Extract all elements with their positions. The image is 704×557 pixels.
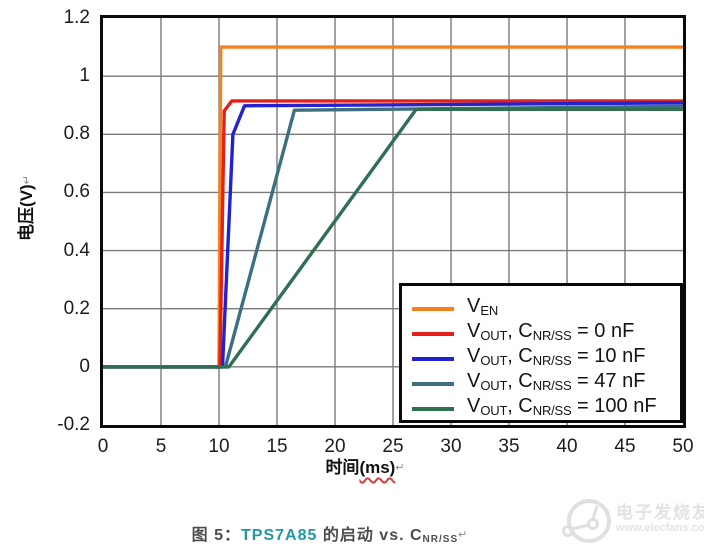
legend-item-0nf: VOUT, CNR/SS = 0 nF [412, 320, 680, 346]
legend-swatch-10nf [412, 356, 454, 361]
legend-swatch-47nf [412, 381, 454, 386]
x-tick-label: 45 [614, 436, 636, 457]
legend-label-100nf: VOUT, CNR/SS = 100 nF [467, 395, 657, 418]
y-tick-label: 1.2 [63, 7, 90, 28]
legend-item-100nf: VOUT, CNR/SS = 100 nF [412, 395, 680, 421]
plot-area: VEN VOUT, CNR/SS = 0 nF VOUT, CNR/SS = 1… [100, 15, 686, 428]
legend-swatch-0nf [412, 331, 454, 336]
x-tick-label: 25 [382, 436, 404, 457]
x-tick-label: 40 [556, 436, 578, 457]
y-tick-label: 0.4 [63, 239, 90, 261]
legend-label-47nf: VOUT, CNR/SS = 47 nF [467, 370, 646, 393]
y-tick-label: 0 [79, 355, 90, 377]
x-axis-label: 时间(ms)↵ [100, 453, 630, 478]
x-tick-label: 20 [324, 436, 346, 457]
x-tick-label: 5 [155, 436, 167, 457]
y-tick-label: 0.8 [63, 123, 90, 145]
legend-swatch-100nf [412, 406, 454, 411]
y-tick-label: 1 [79, 65, 90, 87]
legend-item-47nf: VOUT, CNR/SS = 47 nF [412, 370, 680, 396]
legend-box: VEN VOUT, CNR/SS = 0 nF VOUT, CNR/SS = 1… [399, 283, 683, 423]
x-tick-label: 0 [97, 436, 109, 457]
x-axis-label-text: 时间 [325, 458, 360, 477]
y-tick-label: 0.6 [63, 181, 90, 203]
y-tick-label: 0.2 [63, 297, 90, 319]
x-tick-label: 50 [672, 436, 694, 457]
legend-label-0nf: VOUT, CNR/SS = 0 nF [467, 320, 635, 343]
x-tick-label: 10 [208, 436, 230, 457]
y-tick-label: -0.2 [57, 414, 90, 435]
y-axis-label: 电压(V)↵ [12, 128, 36, 288]
caption-text: 的启动 vs. C [317, 527, 423, 544]
watermark: 电子发烧友 www.elecfans.com [560, 486, 704, 552]
watermark-brand: 电子发烧友 [616, 503, 704, 522]
caption-part-link[interactable]: TPS7A85 [241, 527, 318, 544]
series-line [103, 107, 683, 369]
caption-number: 图 5： [191, 527, 242, 544]
legend-label-ven: VEN [467, 295, 499, 318]
x-tick-label: 30 [440, 436, 462, 457]
caption-subscript: NR/SS [422, 534, 459, 545]
elecfans-logo-icon [562, 499, 611, 543]
return-mark-icon: ↵ [395, 462, 405, 474]
x-tick-label: 15 [266, 436, 288, 457]
legend-item-ven: VEN [412, 295, 680, 321]
watermark-site: www.elecfans.com [616, 522, 704, 534]
return-mark-icon: ↵ [458, 529, 469, 541]
x-axis-unit: (ms) [359, 458, 396, 477]
figure-caption: 图 5：TPS7A85 的启动 vs. CNR/SS↵ [0, 521, 660, 545]
legend-swatch-ven [412, 306, 454, 311]
legend-item-10nf: VOUT, CNR/SS = 10 nF [412, 345, 680, 371]
x-tick-label: 35 [498, 436, 520, 457]
legend-label-10nf: VOUT, CNR/SS = 10 nF [467, 345, 646, 368]
